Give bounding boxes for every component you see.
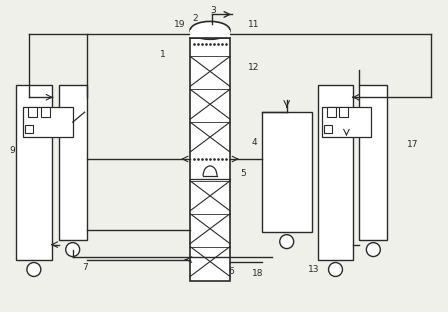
Text: 18: 18 xyxy=(252,269,263,278)
Bar xyxy=(327,107,336,117)
Bar xyxy=(16,85,52,260)
Bar xyxy=(41,107,50,117)
Text: 3: 3 xyxy=(210,6,216,15)
Ellipse shape xyxy=(190,22,230,39)
Bar xyxy=(190,30,230,37)
Bar xyxy=(340,107,349,117)
Text: 4: 4 xyxy=(252,138,258,147)
Text: 17: 17 xyxy=(407,139,419,149)
Circle shape xyxy=(328,262,342,276)
Text: 11: 11 xyxy=(248,20,259,29)
Circle shape xyxy=(27,262,41,276)
Text: 13: 13 xyxy=(308,265,319,274)
Bar xyxy=(322,107,371,137)
Text: 1: 1 xyxy=(160,50,166,59)
Bar xyxy=(28,107,37,117)
Text: 6: 6 xyxy=(228,267,234,276)
Bar xyxy=(23,107,73,137)
Bar xyxy=(59,85,86,240)
Bar xyxy=(318,85,353,260)
Bar xyxy=(359,85,387,240)
Text: 19: 19 xyxy=(174,20,186,29)
Text: 5: 5 xyxy=(240,169,246,178)
Bar xyxy=(25,125,33,133)
Text: 7: 7 xyxy=(82,263,88,272)
Text: 12: 12 xyxy=(248,63,259,72)
Bar xyxy=(262,112,312,232)
Bar xyxy=(190,37,230,281)
Text: 2: 2 xyxy=(192,14,198,23)
Circle shape xyxy=(366,243,380,256)
Bar xyxy=(323,125,332,133)
Circle shape xyxy=(280,235,294,249)
Text: 9: 9 xyxy=(9,145,15,154)
Circle shape xyxy=(66,243,80,256)
